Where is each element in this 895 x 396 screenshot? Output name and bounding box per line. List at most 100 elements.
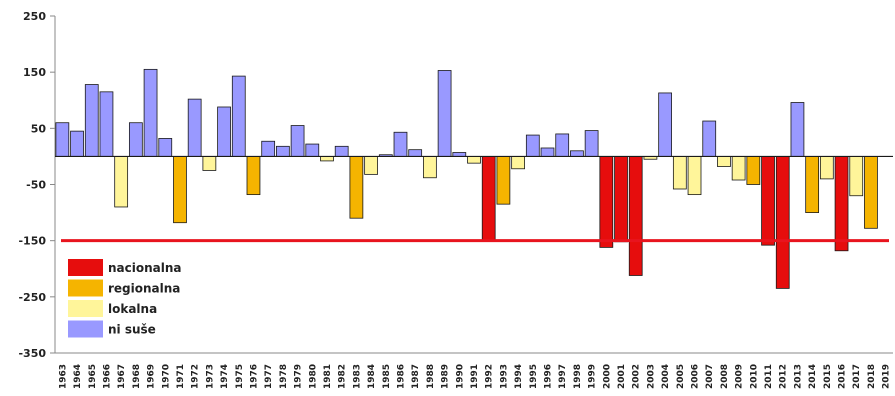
x-tick-label: 1988 bbox=[426, 364, 436, 389]
x-tick-label: 2004 bbox=[661, 364, 671, 389]
bar-1995 bbox=[525, 134, 540, 157]
bar-1982 bbox=[334, 145, 349, 157]
bar-1989 bbox=[437, 70, 452, 157]
bar-1992 bbox=[481, 156, 496, 242]
bar-1968 bbox=[128, 122, 143, 157]
x-tick-label: 1985 bbox=[382, 364, 392, 389]
x-tick-label: 1996 bbox=[544, 364, 554, 389]
x-tick-label: 1982 bbox=[338, 364, 348, 389]
x-tick-label: 2012 bbox=[779, 364, 789, 389]
x-tick-label: 1984 bbox=[367, 364, 377, 389]
x-tick-label: 2008 bbox=[720, 364, 730, 389]
bar-1974 bbox=[217, 106, 231, 157]
bar-2005 bbox=[672, 156, 687, 190]
x-tick-label: 1977 bbox=[264, 364, 274, 389]
bar-2006 bbox=[687, 156, 702, 196]
bar-1984 bbox=[364, 156, 378, 175]
bar-1998 bbox=[570, 150, 584, 157]
y-tick-label: -350 bbox=[18, 347, 46, 360]
bar-2018 bbox=[864, 156, 878, 229]
bar-1976 bbox=[246, 156, 261, 196]
bar-2001 bbox=[614, 156, 628, 243]
bar-2009 bbox=[731, 156, 746, 181]
bar-1978 bbox=[276, 145, 290, 157]
x-tick-label: 1972 bbox=[191, 364, 201, 389]
bar-1991 bbox=[467, 156, 481, 164]
x-tick-label: 2000 bbox=[602, 364, 612, 389]
bar-1977 bbox=[261, 140, 276, 157]
legend: nacionalna regionalna lokalna ni suše bbox=[68, 259, 182, 338]
bar-2014 bbox=[805, 156, 820, 213]
bar-1980 bbox=[305, 143, 320, 157]
bar-2004 bbox=[658, 92, 672, 157]
bar-1988 bbox=[423, 156, 437, 179]
bar-1996 bbox=[540, 147, 555, 157]
x-tick-label: 1978 bbox=[279, 364, 289, 389]
x-tick-label: 1980 bbox=[308, 364, 318, 389]
bars bbox=[55, 68, 878, 289]
y-tick-label: -250 bbox=[18, 291, 46, 304]
x-tick-label: 1987 bbox=[411, 364, 421, 389]
y-tick-label: 50 bbox=[31, 122, 47, 135]
legend-label-lok: lokalna bbox=[108, 302, 157, 316]
bar-1972 bbox=[187, 98, 202, 157]
bar-2017 bbox=[849, 156, 864, 197]
x-tick-label: 1979 bbox=[294, 364, 304, 389]
bar-1965 bbox=[84, 84, 99, 157]
x-tick-label: 1998 bbox=[573, 364, 583, 389]
x-tick-label: 2017 bbox=[852, 364, 862, 389]
x-tick-label: 1965 bbox=[88, 364, 98, 389]
bar-2015 bbox=[819, 156, 834, 180]
y-tick-label: -150 bbox=[18, 235, 46, 248]
x-tick-label: 1991 bbox=[470, 364, 480, 389]
bar-1970 bbox=[158, 138, 173, 157]
x-tick-label: 1993 bbox=[499, 364, 509, 389]
x-tick-label: 2011 bbox=[764, 364, 774, 389]
bar-1981 bbox=[320, 156, 334, 162]
x-tick-label: 1997 bbox=[558, 364, 568, 389]
x-tick-label: 1995 bbox=[529, 364, 539, 389]
bar-1999 bbox=[584, 130, 599, 157]
x-tick-label: 2019 bbox=[882, 364, 892, 389]
bar-2002 bbox=[628, 156, 643, 276]
x-tick-label: 2014 bbox=[808, 364, 818, 389]
bar-2011 bbox=[761, 156, 775, 246]
bar-1979 bbox=[290, 125, 305, 157]
bar-2012 bbox=[775, 156, 790, 289]
y-tick-label: 150 bbox=[23, 66, 46, 79]
x-tick-label: 1976 bbox=[249, 364, 259, 389]
bar-2008 bbox=[717, 156, 731, 167]
x-tick-label: 1986 bbox=[396, 364, 406, 389]
y-tick-label: 250 bbox=[23, 10, 46, 23]
legend-label-ni: ni suše bbox=[108, 323, 156, 337]
legend-label-nac: nacionalna bbox=[108, 261, 182, 275]
x-tick-label: 1994 bbox=[514, 364, 524, 389]
bar-2007 bbox=[702, 120, 717, 157]
bar-2016 bbox=[834, 156, 849, 252]
bar-1973 bbox=[202, 156, 217, 171]
x-tick-label: 1983 bbox=[352, 364, 362, 389]
x-tick-label: 2003 bbox=[646, 364, 656, 389]
x-tick-label: 1964 bbox=[73, 364, 83, 389]
bar-2013 bbox=[790, 102, 805, 157]
bar-1967 bbox=[114, 156, 129, 208]
x-tick-label: 1974 bbox=[220, 364, 230, 389]
bar-1994 bbox=[511, 156, 525, 170]
x-axis: 1963 1964 1965 1966 1967 1968 1969 1970 1971 1972… bbox=[55, 352, 893, 389]
legend-swatch-ni bbox=[68, 320, 103, 338]
bar-1966 bbox=[99, 91, 114, 157]
bar-1963 bbox=[55, 122, 70, 157]
x-tick-label: 1990 bbox=[455, 364, 465, 389]
x-tick-label: 2018 bbox=[867, 364, 877, 389]
bar-2000 bbox=[599, 156, 614, 248]
x-tick-label: 1971 bbox=[176, 364, 186, 389]
bar-1975 bbox=[231, 75, 246, 157]
x-tick-label: 2006 bbox=[691, 364, 701, 389]
x-tick-label: 2005 bbox=[676, 364, 686, 389]
legend-swatch-reg bbox=[68, 279, 103, 297]
x-tick-label: 1963 bbox=[58, 364, 68, 389]
x-tick-label: 1970 bbox=[161, 364, 171, 389]
bar-1969 bbox=[143, 68, 158, 157]
x-tick-label: 2015 bbox=[823, 364, 833, 389]
x-tick-label: 1992 bbox=[485, 364, 495, 389]
